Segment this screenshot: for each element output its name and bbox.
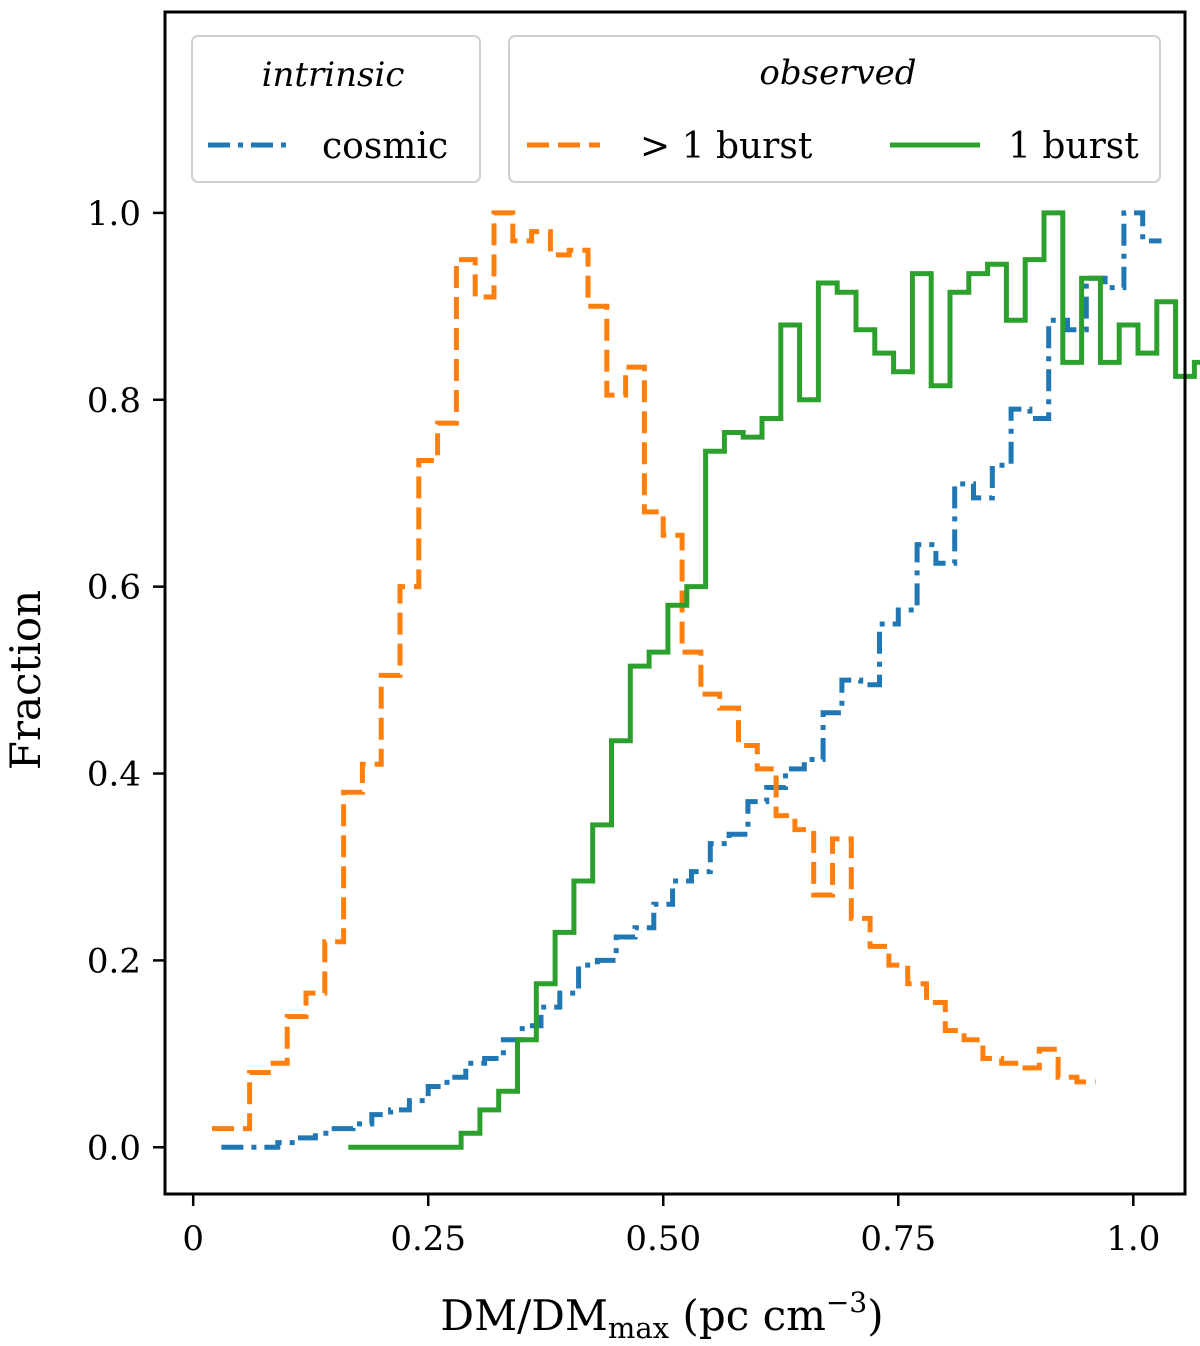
x-tick-label: 0.25 bbox=[390, 1219, 466, 1259]
x-tick-label: 0 bbox=[182, 1219, 204, 1259]
legend-observed-title: observed bbox=[759, 53, 916, 93]
ticks-layer: 0 0.25 0.50 0.75 1.0 0.0 0.2 0.4 0.6 0.8 1.0 bbox=[87, 194, 1160, 1259]
series-layer bbox=[212, 210, 1200, 1150]
series-1-burst-line bbox=[348, 210, 1200, 1150]
legend-multi-burst-label: > 1 burst bbox=[640, 126, 813, 167]
y-tick-label: 0.4 bbox=[87, 755, 141, 795]
legend-intrinsic: intrinsic cosmic bbox=[191, 35, 481, 183]
series-1-burst-line bbox=[212, 210, 1096, 1132]
legend-intrinsic-title: intrinsic bbox=[262, 55, 405, 95]
y-tick-label: 0.0 bbox=[87, 1128, 141, 1168]
y-tick-label: 0.2 bbox=[87, 941, 141, 981]
x-tick-label: 0.75 bbox=[860, 1219, 936, 1259]
legend-single-burst-label: 1 burst bbox=[1008, 126, 1139, 167]
x-tick-label: 1.0 bbox=[1106, 1219, 1160, 1259]
y-tick-label: 0.6 bbox=[87, 568, 141, 608]
legend-observed: observed > 1 burst 1 burst bbox=[508, 35, 1161, 183]
y-tick-label: 1.0 bbox=[87, 194, 141, 234]
legend-observed-box bbox=[508, 35, 1161, 183]
x-tick-label: 0.50 bbox=[625, 1219, 701, 1259]
legend-cosmic-label: cosmic bbox=[322, 126, 448, 167]
y-tick-label: 0.8 bbox=[87, 381, 141, 421]
x-axis-label: DM/DMmax (pc cm−3) bbox=[440, 1286, 883, 1345]
plot-frame bbox=[163, 10, 1187, 1196]
y-axis-label: Fraction bbox=[1, 590, 50, 770]
